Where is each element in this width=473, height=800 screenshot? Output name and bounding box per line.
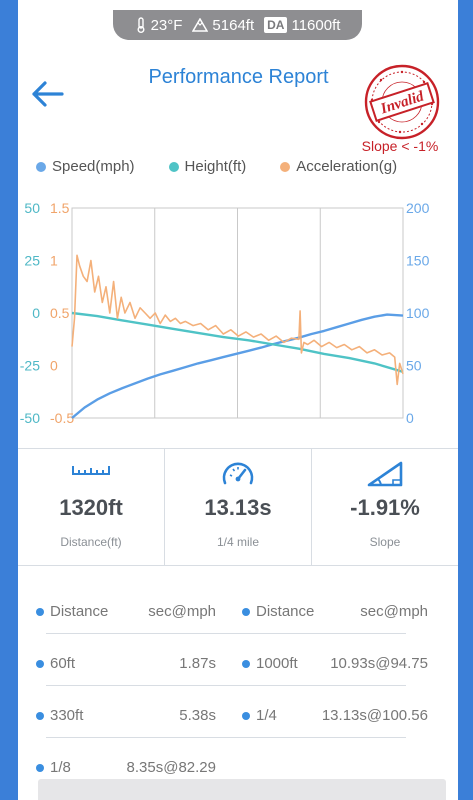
height-tick-label: -50 — [20, 410, 40, 426]
series-line-height — [71, 311, 404, 373]
series-line-speed — [71, 313, 404, 419]
table-row: 60ft 1.87s 1000ft 10.93s@94.75 — [36, 648, 436, 700]
table-header: sec@mph — [360, 603, 428, 620]
table-cell: 1000ft — [242, 655, 298, 672]
density-altitude-text: 11600ft — [291, 16, 341, 34]
height-tick-label: 0 — [32, 305, 40, 321]
accel-tick-label: -0.5 — [50, 410, 74, 426]
series-line-acceleration — [71, 254, 404, 386]
page-title: Performance Report — [148, 66, 329, 88]
accel-tick-label: 1 — [50, 253, 58, 269]
stat-value: 1320ft — [59, 495, 123, 520]
status-pill: 23°F 5164ft DA 11600ft — [113, 10, 362, 40]
table-cell: 13.13s@100.56 — [321, 707, 428, 724]
legend-dot — [36, 161, 46, 172]
stat-quarter-mile: 13.13s 1/4 mile — [164, 449, 311, 565]
stat-distance: 1320ft Distance(ft) — [18, 449, 164, 565]
table-cell: 1.87s — [179, 655, 216, 672]
accel-tick-label: 0.5 — [50, 305, 70, 321]
height-tick-label: 25 — [24, 253, 40, 269]
stat-caption: Slope — [369, 535, 401, 549]
legend-height[interactable]: Height(ft) — [168, 158, 246, 175]
temperature-text: 23°F — [150, 16, 183, 34]
height-tick-label: 50 — [24, 200, 40, 216]
table-row: 1/8 8.35s@82.29 — [36, 752, 436, 800]
invalid-stamp: Invalid — [364, 64, 440, 140]
altitude-text: 5164ft — [212, 16, 255, 34]
ruler-icon — [72, 466, 110, 475]
table-cell: 1/4 — [242, 707, 277, 724]
legend-dot — [168, 161, 179, 172]
table-header: Distance — [242, 603, 314, 620]
table-cell: 330ft — [36, 707, 83, 724]
thermometer-icon — [137, 17, 145, 33]
speed-tick-label: 200 — [406, 200, 430, 216]
height-tick-label: -25 — [20, 358, 40, 374]
accel-tick-label: 0 — [50, 358, 58, 374]
speed-tick-label: 150 — [406, 253, 430, 269]
mountain-icon — [192, 18, 209, 32]
stat-caption: 1/4 mile — [216, 535, 260, 549]
speed-tick-label: 0 — [406, 410, 414, 426]
table-cell: 60ft — [36, 655, 75, 672]
table-header-row: Distance sec@mph Distance sec@mph — [36, 596, 436, 648]
table-row: 330ft 5.38s 1/4 13.13s@100.56 — [36, 700, 436, 752]
chart-legend: Speed(mph) Height(ft) Acceleration(g) — [36, 158, 456, 175]
legend-acceleration[interactable]: Acceleration(g) — [280, 158, 397, 175]
stat-slope: -1.91% Slope — [311, 449, 458, 565]
table-cell: 8.35s@82.29 — [126, 759, 216, 776]
back-arrow-icon[interactable] — [30, 80, 64, 108]
table-header: sec@mph — [148, 603, 216, 620]
speed-tick-label: 50 — [406, 358, 422, 374]
stat-value: -1.91% — [350, 495, 420, 520]
performance-chart[interactable]: 50 25 0 -25 -50 1.5 1 0.5 0 -0.5 200 150 100 50 0 — [0, 0, 473, 440]
split-times-table: Distance sec@mph Distance sec@mph 60ft 1… — [36, 596, 436, 800]
da-badge: DA — [264, 17, 288, 33]
legend-speed[interactable]: Speed(mph) — [36, 158, 135, 175]
stat-value: 13.13s — [204, 495, 272, 520]
stat-caption: Distance(ft) — [60, 535, 122, 549]
table-header: Distance — [36, 603, 108, 620]
table-cell: 1/8 — [36, 759, 71, 776]
speedometer-icon — [222, 462, 254, 485]
slope-icon — [367, 461, 403, 487]
speed-tick-label: 100 — [406, 305, 430, 321]
table-cell: 5.38s — [179, 707, 216, 724]
legend-dot — [280, 161, 291, 172]
accel-tick-label: 1.5 — [50, 200, 70, 216]
bottom-tab[interactable] — [38, 779, 446, 800]
slope-warning: Slope < -1% — [361, 138, 439, 154]
stats-row: 1320ft Distance(ft) 13.13s 1/4 mile -1.9… — [18, 448, 458, 566]
table-cell: 10.93s@94.75 — [330, 655, 428, 672]
